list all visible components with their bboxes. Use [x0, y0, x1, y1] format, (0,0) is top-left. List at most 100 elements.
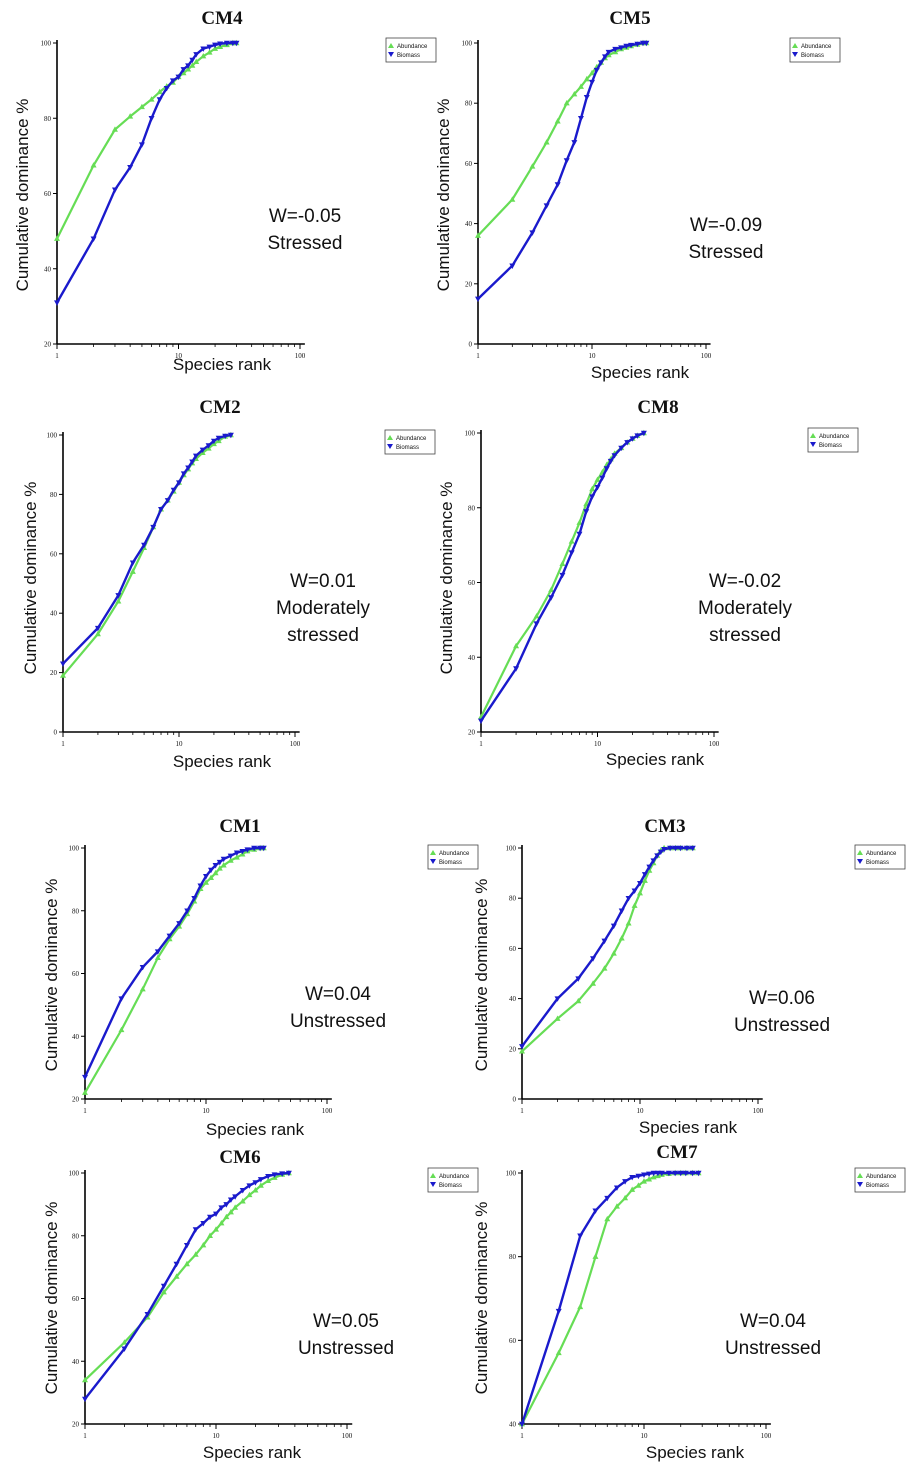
data-point-abundance: [212, 869, 219, 876]
data-point-abundance: [200, 1241, 207, 1248]
data-point-biomass: [592, 1208, 599, 1214]
data-point-biomass: [139, 965, 146, 971]
data-point-biomass: [82, 1074, 88, 1081]
x-tick-label: 1: [476, 352, 480, 360]
y-tick-label: 60: [50, 550, 58, 558]
x-tick-label: 10: [175, 352, 183, 360]
data-point-biomass: [239, 1188, 246, 1194]
data-point-abundance: [613, 1203, 620, 1209]
data-point-biomass: [166, 933, 173, 940]
data-point-abundance: [223, 1213, 230, 1220]
data-point-abundance: [220, 862, 227, 868]
stress-status-label: Unstressed: [298, 1338, 394, 1359]
data-point-abundance: [635, 1182, 642, 1188]
data-point-biomass: [207, 1214, 214, 1221]
data-point-biomass: [218, 1205, 225, 1211]
x-tick-label: 100: [295, 352, 306, 360]
data-point-abundance: [246, 1191, 253, 1198]
data-point-biomass: [575, 976, 582, 982]
data-point-biomass: [635, 1173, 642, 1180]
stress-status-label: Moderately: [698, 598, 792, 619]
y-axis-label: Cumulative dominance %: [437, 482, 456, 675]
data-point-biomass: [252, 1180, 259, 1186]
data-point-biomass: [629, 436, 636, 442]
data-point-biomass: [220, 856, 227, 863]
x-tick-label: 10: [213, 1432, 221, 1440]
data-point-abundance: [139, 985, 146, 992]
data-point-abundance: [555, 1349, 562, 1356]
data-point-biomass: [589, 79, 595, 86]
data-point-biomass: [563, 158, 570, 164]
data-point-biomass: [629, 1174, 636, 1181]
data-point-biomass: [216, 859, 223, 866]
w-statistic-label: W=-0.05: [269, 206, 341, 227]
x-tick-label: 100: [342, 1432, 353, 1440]
data-point-biomass: [650, 858, 657, 864]
data-point-biomass: [227, 853, 234, 860]
data-point-biomass: [200, 1221, 207, 1227]
data-point-biomass: [169, 78, 176, 84]
data-point-biomass: [643, 40, 650, 47]
data-point-biomass: [257, 1177, 264, 1183]
data-point-abundance: [227, 857, 234, 863]
data-point-abundance: [601, 965, 608, 971]
data-point-biomass: [265, 1173, 272, 1180]
chart-title: CM8: [637, 397, 678, 418]
data-point-biomass: [543, 203, 550, 209]
data-point-biomass: [519, 1421, 525, 1428]
data-point-abundance: [548, 586, 555, 593]
data-point-biomass: [583, 94, 590, 101]
x-tick-label: 1: [55, 352, 59, 360]
legend-marker-biomass: [857, 1182, 863, 1187]
x-tick-label: 1: [83, 1107, 87, 1115]
data-point-biomass: [176, 921, 183, 927]
data-point-biomass: [227, 432, 234, 439]
x-tick-label: 10: [594, 740, 602, 748]
data-point-biomass: [115, 593, 122, 599]
data-point-biomass: [212, 863, 219, 869]
data-point-abundance: [641, 1178, 647, 1184]
data-point-biomass: [613, 1185, 620, 1191]
legend-marker-abundance: [857, 850, 863, 855]
data-point-abundance: [192, 1251, 199, 1257]
data-point-biomass: [667, 845, 674, 852]
data-point-abundance: [629, 1186, 636, 1192]
series-line-abundance: [477, 41, 647, 237]
legend-label-abundance: Abundance: [396, 436, 427, 442]
data-point-abundance: [509, 196, 516, 202]
data-point-biomass: [150, 524, 157, 531]
data-point-biomass: [260, 845, 267, 852]
w-statistic-label: W=0.04: [740, 1311, 806, 1332]
data-point-biomass: [658, 1170, 665, 1177]
legend-marker-biomass: [388, 52, 394, 57]
data-point-abundance: [82, 1089, 88, 1095]
data-point-biomass: [618, 908, 625, 914]
x-tick-label: 100: [322, 1107, 333, 1115]
data-point-abundance: [631, 902, 638, 908]
chart-title: CM4: [201, 8, 243, 29]
data-point-biomass: [189, 459, 196, 465]
y-tick-label: 100: [69, 845, 80, 853]
data-point-biomass: [111, 187, 118, 193]
stress-status-label: stressed: [287, 625, 359, 646]
data-point-biomass: [285, 1170, 292, 1177]
data-point-abundance: [203, 879, 209, 885]
data-point-biomass: [654, 1170, 661, 1177]
data-point-abundance: [554, 118, 561, 124]
data-point-abundance: [189, 62, 196, 68]
legend-label-biomass: Biomass: [819, 443, 842, 449]
series-line-abundance: [84, 846, 264, 1094]
y-tick-label: 20: [50, 669, 58, 677]
y-tick-label: 60: [72, 970, 80, 978]
legend-marker-biomass: [430, 1182, 436, 1187]
legend-label-abundance: Abundance: [439, 851, 470, 857]
data-point-biomass: [661, 847, 668, 853]
y-tick-label: 60: [509, 1337, 517, 1345]
data-point-abundance: [206, 49, 213, 55]
y-axis-label: Cumulative dominance %: [42, 1202, 61, 1395]
data-point-biomass: [129, 560, 136, 566]
data-point-biomass: [189, 57, 196, 64]
data-point-biomass: [127, 164, 134, 171]
data-point-biomass: [180, 67, 187, 73]
data-point-biomass: [54, 300, 60, 306]
